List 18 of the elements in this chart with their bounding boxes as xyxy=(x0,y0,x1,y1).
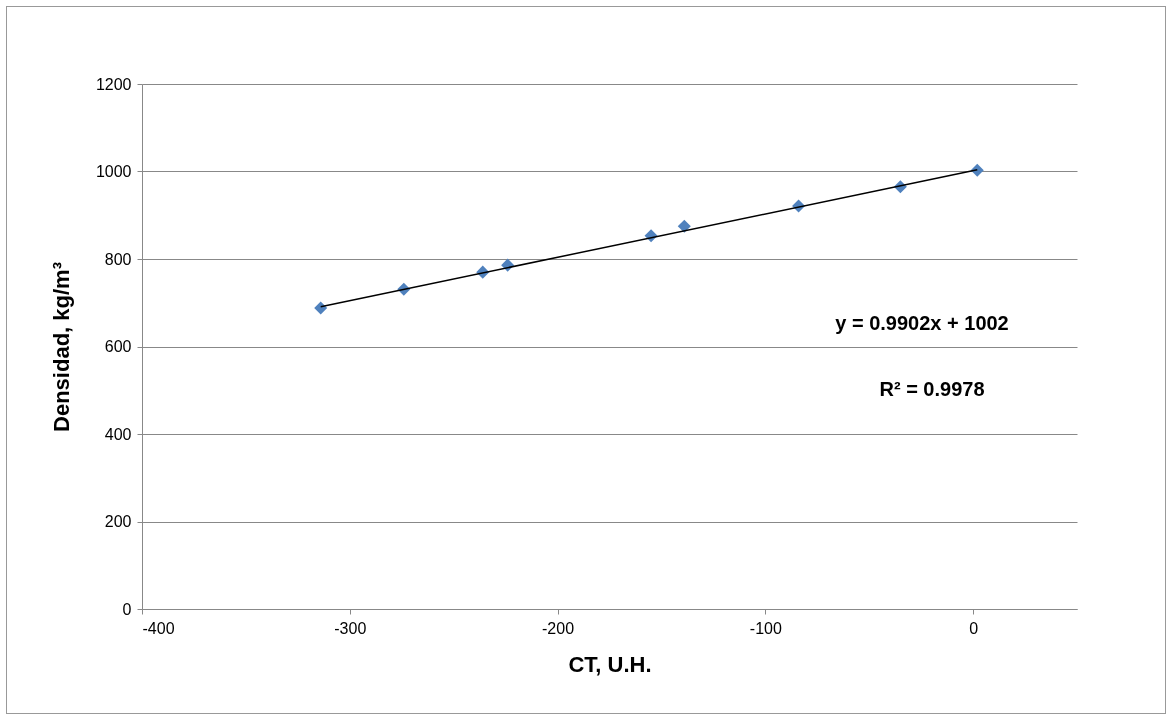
y-tick-label: 200 xyxy=(104,513,132,530)
point xyxy=(314,301,328,315)
x-tick-label: 0 xyxy=(969,619,979,637)
y-tick-label: 1200 xyxy=(95,75,132,93)
annotation: R² = 0.9978 xyxy=(879,378,985,400)
y-tick-label: 1000 xyxy=(95,163,132,180)
x-tick-label: -100 xyxy=(749,619,782,637)
x-axis-title: CT, U.H. xyxy=(568,651,652,677)
x-tick-label: -300 xyxy=(334,619,367,637)
y-tick-label: 800 xyxy=(104,250,132,268)
x-tick-label: -200 xyxy=(542,619,575,637)
y-axis-title: Densidad, kg/m³ xyxy=(48,262,74,432)
y-tick-label: 600 xyxy=(104,338,132,355)
annotation: y = 0.9902x + 1002 xyxy=(835,312,1009,334)
y-tick-label: 0 xyxy=(122,600,132,618)
y-tick-label: 400 xyxy=(104,425,132,443)
point xyxy=(677,219,691,233)
x-tick-label: -400 xyxy=(142,619,175,637)
